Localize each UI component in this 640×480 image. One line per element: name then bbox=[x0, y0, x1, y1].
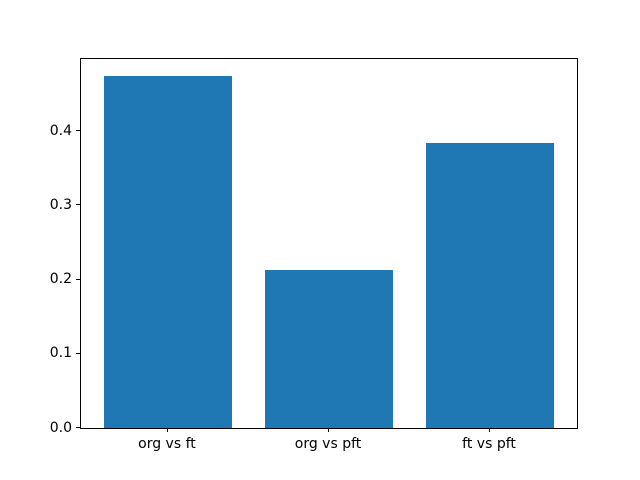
y-tick-label: 0.4 bbox=[49, 122, 72, 139]
bar-org-vs-ft bbox=[103, 75, 233, 428]
x-tick-label: org vs pft bbox=[294, 436, 362, 452]
y-tick-mark bbox=[76, 204, 80, 206]
plot-area bbox=[80, 58, 578, 429]
y-tick-label: 0.3 bbox=[49, 196, 72, 213]
bar-org-vs-pft bbox=[264, 270, 394, 428]
x-tick-mark bbox=[328, 428, 329, 432]
y-tick-mark bbox=[76, 352, 80, 354]
bar-ft-vs-pft bbox=[425, 143, 555, 428]
y-tick-label: 0.1 bbox=[49, 345, 72, 362]
x-tick-mark bbox=[166, 428, 168, 432]
x-tick-label: ft vs pft bbox=[462, 436, 516, 452]
y-tick-mark bbox=[76, 130, 80, 132]
y-tick-mark bbox=[76, 278, 80, 280]
y-tick-label: 0.2 bbox=[49, 271, 72, 288]
y-tick-label: 0.0 bbox=[49, 419, 72, 436]
x-tick-mark bbox=[489, 428, 491, 432]
y-tick-mark bbox=[76, 427, 80, 428]
x-tick-label: org vs ft bbox=[138, 436, 196, 452]
